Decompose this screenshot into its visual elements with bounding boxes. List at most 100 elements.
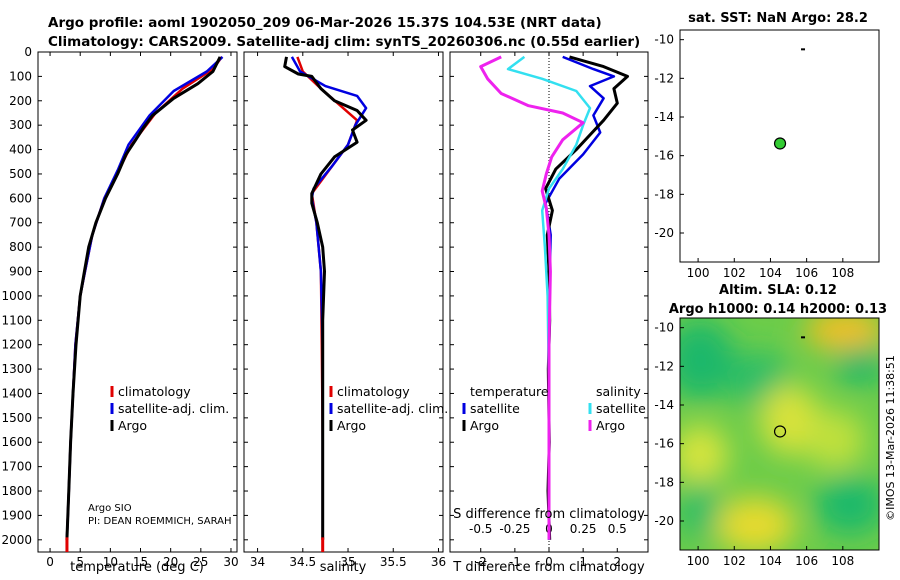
series-line-salinity-satellite	[506, 55, 592, 540]
map-x-tick-label: 106	[795, 554, 818, 568]
legend-label: Argo	[337, 418, 366, 433]
argo-location-point	[773, 137, 787, 150]
legend-label: Argo	[470, 418, 499, 433]
legend-label: satellite-adj. clim.	[118, 401, 229, 416]
legend-label: Argo	[596, 418, 625, 433]
x-tick-label: 35.5	[380, 555, 407, 569]
x-tick-label: 34	[250, 555, 265, 569]
map-x-tick-label: 104	[759, 554, 782, 568]
x-tick-label: 25	[193, 555, 208, 569]
map-x-tick-label: 100	[687, 554, 710, 568]
depth-tick-label: 900	[9, 265, 32, 279]
series-line-temperature-satellite	[544, 55, 616, 540]
legend-label: satellite	[596, 401, 646, 416]
series-line-argo	[65, 56, 222, 540]
map-y-tick-label: -16	[654, 437, 674, 451]
sdiff-axis-label: S difference from climatology	[453, 507, 645, 522]
sdiff-tick-label: 0.5	[608, 522, 627, 536]
x-tick-label: -2	[475, 555, 487, 569]
map-y-tick-label: -12	[654, 71, 674, 85]
sla-map-subtitle: Argo h1000: 0.14 h2000: 0.13	[669, 302, 887, 317]
depth-tick-label: 0	[24, 45, 32, 59]
tdiff-axis-label: T difference from climatology	[452, 560, 645, 575]
depth-tick-label: 300	[9, 118, 32, 132]
x-tick-label: 35	[340, 555, 355, 569]
x-tick-label: 0	[545, 555, 553, 569]
x-tick-label: 0	[46, 555, 54, 569]
depth-tick-label: 400	[9, 143, 32, 157]
float-track-marker	[801, 48, 806, 51]
map-x-tick-label: 104	[759, 266, 782, 280]
sdiff-tick-label: 0.25	[570, 522, 597, 536]
map-y-tick-label: -18	[654, 475, 674, 489]
sdiff-tick-label: -0.5	[469, 522, 492, 536]
map-x-tick-label: 100	[687, 266, 710, 280]
depth-tick-label: 1800	[1, 484, 32, 498]
depth-tick-label: 2000	[1, 533, 32, 547]
map-y-tick-label: -10	[654, 33, 674, 47]
map-y-tick-label: -18	[654, 187, 674, 201]
legend-label: climatology	[337, 384, 410, 399]
depth-tick-label: 1500	[1, 411, 32, 425]
sla-map-title: Altim. SLA: 0.12	[719, 283, 837, 298]
salinity-axis-label: salinity	[320, 560, 367, 575]
x-tick-label: 2	[613, 555, 621, 569]
series-line-climatology	[296, 56, 359, 552]
x-tick-label: 15	[133, 555, 148, 569]
sst-map-title: sat. SST: NaN Argo: 28.2	[688, 11, 868, 26]
x-tick-label: 34.5	[289, 555, 316, 569]
x-tick-label: -1	[509, 555, 521, 569]
depth-tick-label: 1200	[1, 338, 32, 352]
map-y-tick-label: -20	[654, 514, 674, 528]
map-x-tick-label: 106	[795, 266, 818, 280]
depth-tick-label: 100	[9, 69, 32, 83]
depth-tick-label: 600	[9, 191, 32, 205]
x-tick-label: 36	[431, 555, 446, 569]
sla-map-frame	[679, 317, 880, 551]
depth-tick-label: 800	[9, 240, 32, 254]
pi-label: PI: DEAN ROEMMICH, SARAH	[88, 516, 232, 527]
x-tick-label: 20	[163, 555, 178, 569]
map-x-tick-label: 108	[831, 554, 854, 568]
depth-tick-label: 1900	[1, 508, 32, 522]
legend-label: satellite-adj. clim.	[337, 401, 448, 416]
map-y-tick-label: -14	[654, 398, 674, 412]
depth-tick-label: 1000	[1, 289, 32, 303]
sdiff-tick-label: -0.25	[499, 522, 530, 536]
x-tick-label: 1	[579, 555, 587, 569]
legend-label: Argo	[118, 418, 147, 433]
map-x-tick-label: 102	[723, 554, 746, 568]
map-y-tick-label: -10	[654, 321, 674, 335]
x-tick-label: 5	[76, 555, 84, 569]
sst-map-frame	[679, 29, 880, 263]
institution-label: Argo SIO	[88, 503, 132, 514]
header-line2: Climatology: CARS2009. Satellite-adj cli…	[48, 34, 640, 50]
depth-tick-label: 1400	[1, 386, 32, 400]
imos-stamp: ©IMOS 13-Mar-2026 11:38:51	[884, 355, 897, 521]
x-tick-label: 10	[103, 555, 118, 569]
float-track-marker	[801, 336, 806, 339]
series-line-temperature-argo	[544, 55, 629, 540]
depth-tick-label: 500	[9, 167, 32, 181]
map-y-tick-label: -16	[654, 149, 674, 163]
map-y-tick-label: -12	[654, 359, 674, 373]
legend-label: satellite	[470, 401, 520, 416]
map-x-tick-label: 108	[831, 266, 854, 280]
legend-header-temperature: temperature	[470, 384, 549, 399]
temperature-panel-frame	[37, 51, 238, 553]
depth-tick-label: 1100	[1, 313, 32, 327]
sla-heatmap	[680, 318, 879, 550]
salinity-panel-frame	[243, 51, 444, 553]
header-line1: Argo profile: aoml 1902050_209 06-Mar-20…	[48, 15, 602, 31]
depth-tick-label: 200	[9, 94, 32, 108]
depth-tick-label: 1700	[1, 460, 32, 474]
legend-header-salinity: salinity	[596, 384, 641, 399]
argo-location-circle	[773, 425, 787, 438]
series-line-salinity-argo	[479, 55, 585, 540]
map-y-tick-label: -14	[654, 110, 674, 124]
map-y-tick-label: -20	[654, 226, 674, 240]
depth-tick-label: 1300	[1, 362, 32, 376]
series-line-argo	[283, 56, 368, 540]
depth-tick-label: 1600	[1, 435, 32, 449]
